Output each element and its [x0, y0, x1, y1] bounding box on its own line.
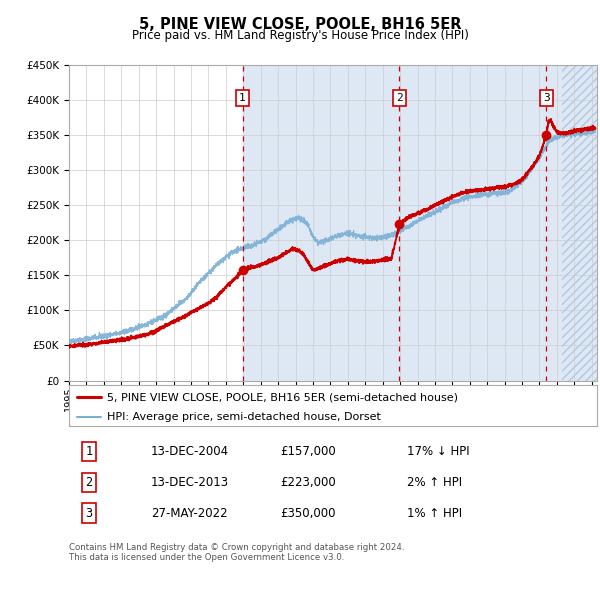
- Text: 17% ↓ HPI: 17% ↓ HPI: [407, 445, 470, 458]
- Text: 2: 2: [86, 476, 92, 489]
- Text: £350,000: £350,000: [280, 507, 336, 520]
- Text: 1% ↑ HPI: 1% ↑ HPI: [407, 507, 462, 520]
- Text: 2% ↑ HPI: 2% ↑ HPI: [407, 476, 462, 489]
- Text: 5, PINE VIEW CLOSE, POOLE, BH16 5ER: 5, PINE VIEW CLOSE, POOLE, BH16 5ER: [139, 17, 461, 31]
- Text: HPI: Average price, semi-detached house, Dorset: HPI: Average price, semi-detached house,…: [107, 412, 381, 422]
- Text: £157,000: £157,000: [280, 445, 336, 458]
- Bar: [562, 65, 597, 381]
- Text: 3: 3: [543, 93, 550, 103]
- Text: 5, PINE VIEW CLOSE, POOLE, BH16 5ER (semi-detached house): 5, PINE VIEW CLOSE, POOLE, BH16 5ER (sem…: [107, 392, 458, 402]
- Text: 1: 1: [86, 445, 92, 458]
- Bar: [242, 65, 562, 381]
- Text: 13-DEC-2013: 13-DEC-2013: [151, 476, 229, 489]
- Text: 13-DEC-2004: 13-DEC-2004: [151, 445, 229, 458]
- Text: 27-MAY-2022: 27-MAY-2022: [151, 507, 227, 520]
- Text: 2: 2: [396, 93, 403, 103]
- Text: Price paid vs. HM Land Registry's House Price Index (HPI): Price paid vs. HM Land Registry's House …: [131, 30, 469, 42]
- Text: Contains HM Land Registry data © Crown copyright and database right 2024.: Contains HM Land Registry data © Crown c…: [69, 543, 404, 552]
- Text: 3: 3: [86, 507, 92, 520]
- Text: 1: 1: [239, 93, 246, 103]
- Text: This data is licensed under the Open Government Licence v3.0.: This data is licensed under the Open Gov…: [69, 553, 344, 562]
- Text: £223,000: £223,000: [280, 476, 336, 489]
